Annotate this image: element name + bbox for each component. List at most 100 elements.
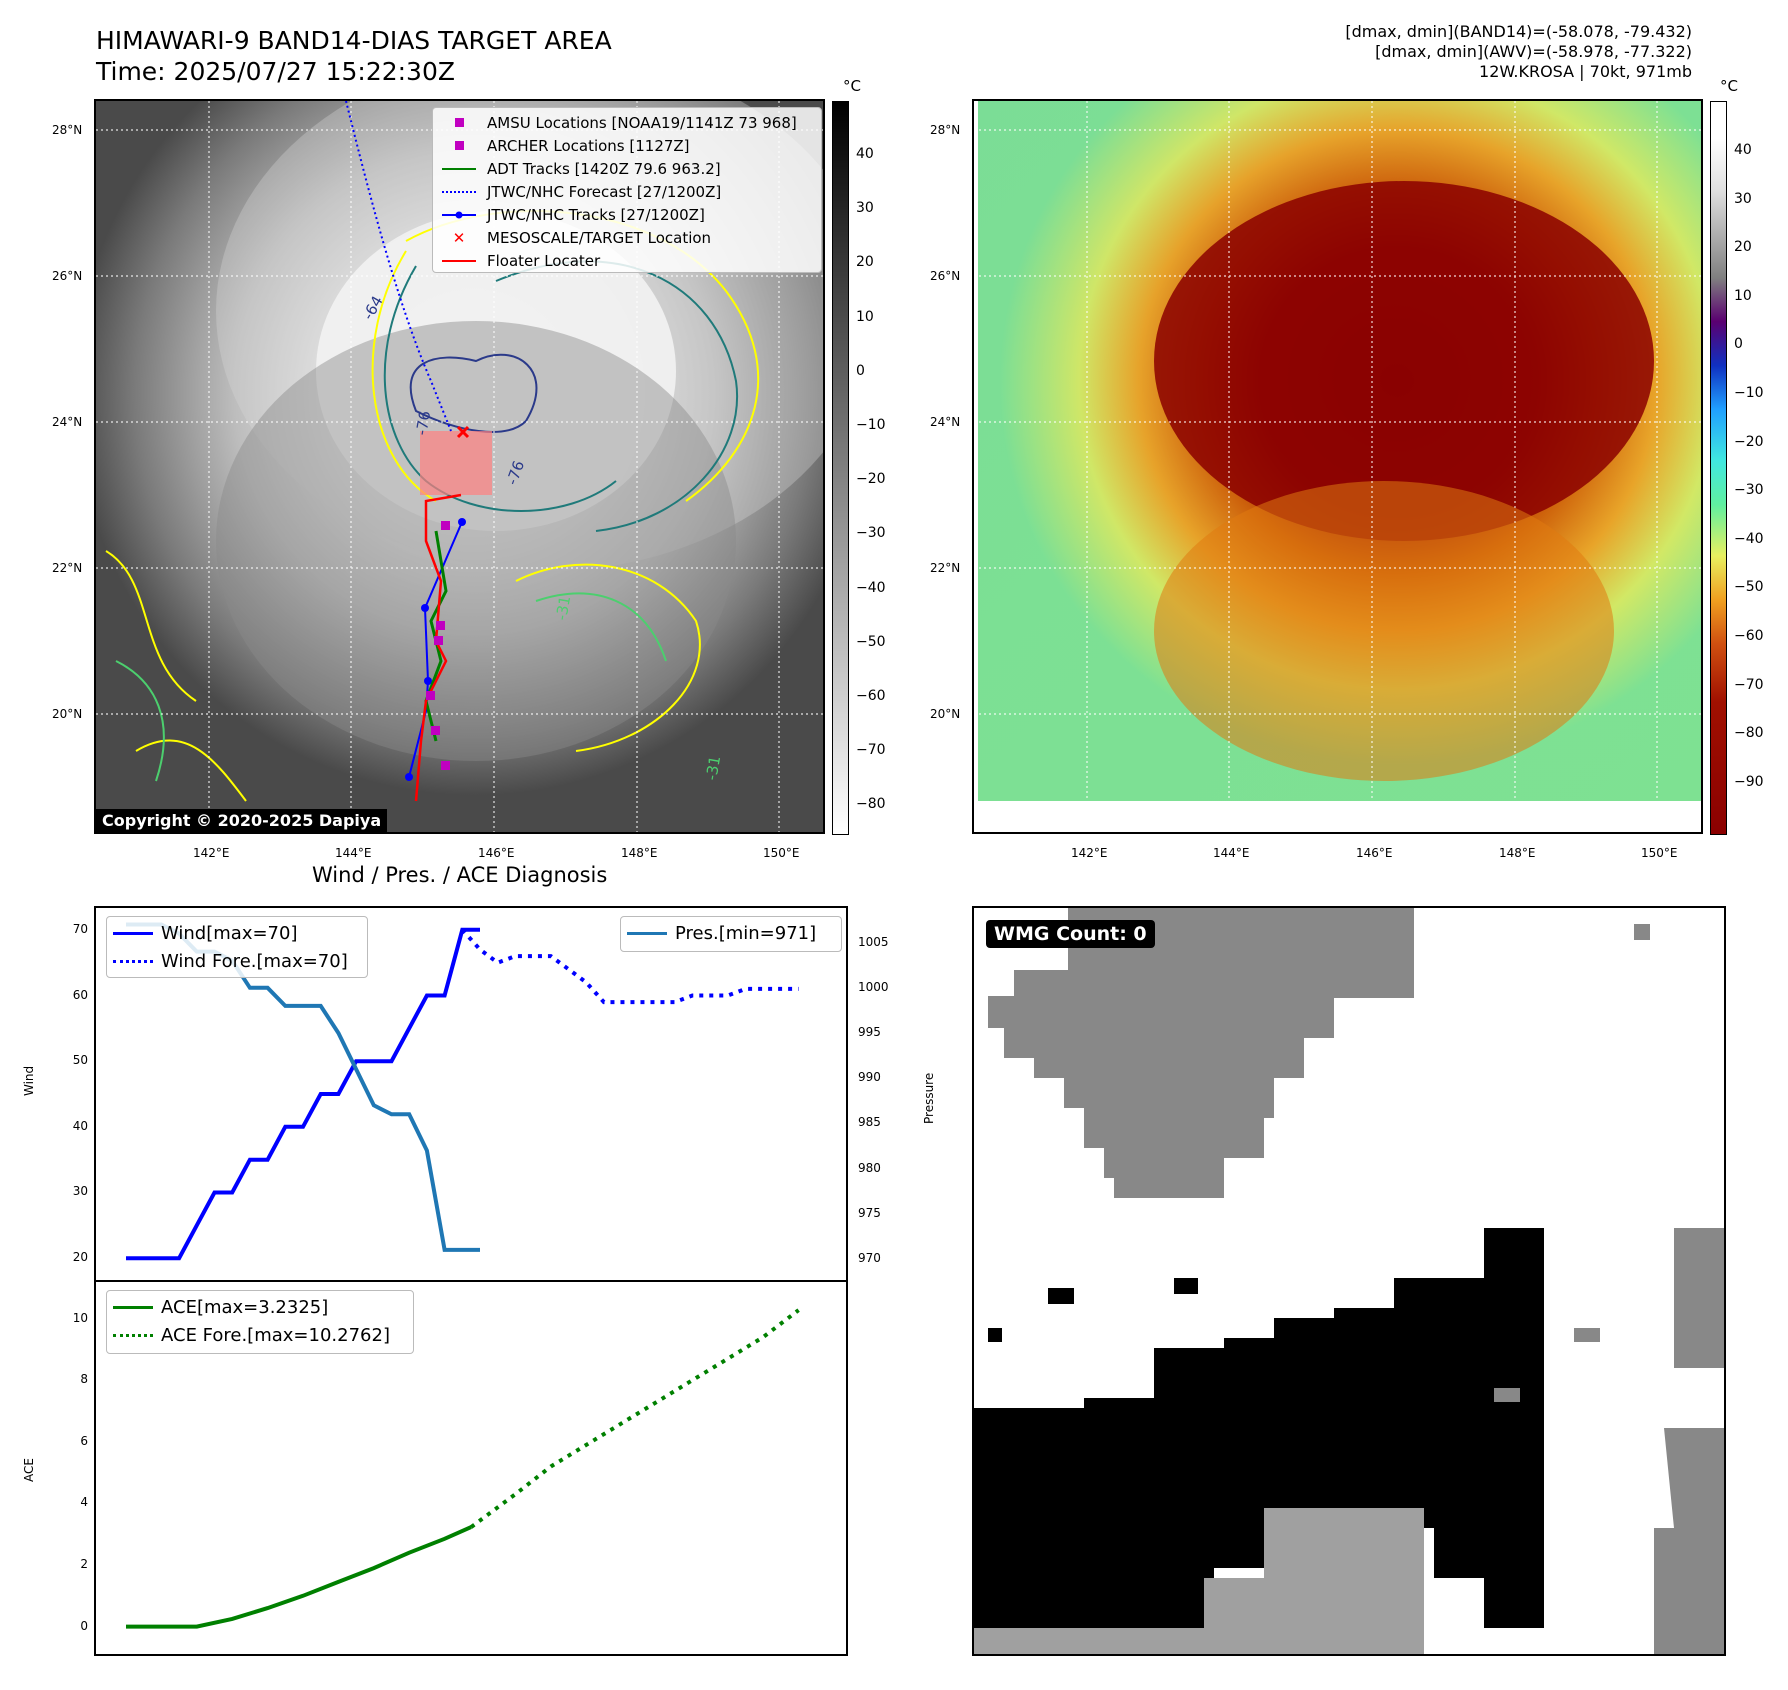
lat-tick-label: 26°N bbox=[52, 269, 83, 283]
enhanced-map-image bbox=[974, 101, 1701, 832]
lat-tick-label: 24°N bbox=[930, 415, 961, 429]
ace-tick-label: 10 bbox=[72, 1310, 88, 1325]
legend-item: JTWC/NHC Tracks [27/1200Z] bbox=[439, 203, 815, 226]
colorbar-tick-label: −10 bbox=[1734, 385, 1764, 401]
colorbar-tick-label: 30 bbox=[856, 200, 874, 217]
legend-item: Pres.[min=971] bbox=[627, 919, 835, 947]
ace-legend: ACE[max=3.2325] ACE Fore.[max=10.2762] bbox=[106, 1290, 414, 1354]
legend-label: Pres.[min=971] bbox=[675, 922, 817, 944]
lon-tick-label: 142°E bbox=[193, 846, 230, 860]
pressure-tick-label: 970 bbox=[858, 1250, 881, 1265]
lat-tick-label: 20°N bbox=[52, 707, 83, 721]
dotted-line-icon bbox=[439, 186, 479, 198]
ir-map-panel: -64 -76 -76 -31 -31 AMSU Locations [NOAA… bbox=[94, 99, 825, 834]
colorbar-tick-label: −90 bbox=[1734, 773, 1764, 790]
pressure-tick-label: 995 bbox=[858, 1024, 881, 1039]
ace-axis-label: ACE bbox=[22, 1458, 36, 1482]
pressure-tick-label: 990 bbox=[858, 1070, 881, 1085]
pressure-tick-label: 1000 bbox=[858, 979, 889, 994]
lat-tick-label: 22°N bbox=[930, 561, 961, 575]
legend-item: ✕ MESOSCALE/TARGET Location bbox=[439, 226, 815, 249]
lat-tick-label: 26°N bbox=[930, 269, 961, 283]
contour-label: -76 bbox=[412, 409, 434, 436]
colorbar-tick-label: −30 bbox=[1734, 482, 1764, 499]
legend-item: Wind Fore.[max=70] bbox=[113, 947, 361, 975]
legend-label: AMSU Locations [NOAA19/1141Z 73 968] bbox=[487, 113, 797, 132]
wmg-mask-image bbox=[974, 908, 1724, 1654]
legend-label: ARCHER Locations [1127Z] bbox=[487, 136, 690, 155]
legend-label: Wind Fore.[max=70] bbox=[161, 950, 348, 972]
contour-label: -31 bbox=[552, 594, 574, 621]
ace-tick-label: 8 bbox=[80, 1372, 88, 1387]
colorbar-tick-label: −10 bbox=[856, 417, 886, 433]
lon-tick-label: 146°E bbox=[478, 846, 515, 860]
pressure-axis-label: Pressure bbox=[922, 1072, 936, 1124]
colorbar-tick-label: 10 bbox=[856, 308, 874, 325]
ir-colorbar bbox=[832, 101, 849, 835]
wind-legend: Wind[max=70] Wind Fore.[max=70] bbox=[106, 916, 368, 978]
colorbar-tick-label: −20 bbox=[856, 471, 886, 488]
colorbar-tick-label: −60 bbox=[856, 688, 886, 704]
colorbar-tick-label: −40 bbox=[856, 579, 886, 596]
wind-line bbox=[126, 927, 480, 1261]
colorbar-tick-label: −50 bbox=[856, 633, 886, 650]
colorbar-tick-label: 20 bbox=[856, 254, 874, 271]
colorbar-tick-label: −30 bbox=[856, 525, 886, 542]
ace-line bbox=[126, 1525, 472, 1629]
lat-tick-label: 24°N bbox=[52, 415, 83, 429]
legend-label: Wind[max=70] bbox=[161, 922, 298, 944]
pressure-legend: Pres.[min=971] bbox=[620, 916, 842, 952]
lat-tick-label: 28°N bbox=[930, 123, 961, 137]
colorbar-unit: °C bbox=[1720, 77, 1738, 95]
pressure-tick-label: 975 bbox=[858, 1205, 881, 1220]
colorbar-tick-label: −70 bbox=[1734, 676, 1764, 693]
legend-label: ADT Tracks [1420Z 79.6 963.2] bbox=[487, 159, 721, 178]
ace-tick-label: 6 bbox=[80, 1433, 88, 1448]
contour-label: -31 bbox=[702, 754, 724, 781]
ace-plot bbox=[126, 1308, 800, 1629]
enhanced-colorbar bbox=[1710, 101, 1727, 835]
line-marker-icon bbox=[439, 163, 479, 175]
figure-title-line2: Time: 2025/07/27 15:22:30Z bbox=[96, 57, 455, 86]
map-legend: AMSU Locations [NOAA19/1141Z 73 968] ARC… bbox=[432, 107, 822, 273]
colorbar-tick-label: 40 bbox=[1734, 142, 1752, 158]
wind-pressure-panel: Wind[max=70] Wind Fore.[max=70] Pres.[mi… bbox=[94, 906, 848, 1282]
colorbar-tick-label: 40 bbox=[856, 146, 874, 162]
wmg-count-badge: WMG Count: 0 bbox=[986, 920, 1155, 948]
square-marker-icon bbox=[439, 140, 479, 152]
legend-item: ACE Fore.[max=10.2762] bbox=[113, 1321, 407, 1349]
lat-tick-label: 28°N bbox=[52, 123, 83, 137]
lon-tick-label: 148°E bbox=[621, 846, 658, 860]
colorbar-tick-label: −70 bbox=[856, 742, 886, 759]
line-marker-icon bbox=[627, 927, 667, 939]
colorbar-tick-label: 30 bbox=[1734, 190, 1752, 207]
pressure-tick-label: 1005 bbox=[858, 934, 889, 949]
legend-label: ACE[max=3.2325] bbox=[161, 1296, 329, 1318]
colorbar-tick-label: −20 bbox=[1734, 433, 1764, 450]
colorbar-tick-label: −80 bbox=[1734, 725, 1764, 742]
stats-band14: [dmax, dmin](BAND14)=(-58.078, -79.432) bbox=[1345, 22, 1692, 41]
dotted-line-icon bbox=[113, 1329, 153, 1341]
diagnosis-title: Wind / Pres. / ACE Diagnosis bbox=[312, 863, 608, 887]
lat-tick-label: 22°N bbox=[52, 561, 83, 575]
colorbar-tick-label: 0 bbox=[856, 362, 865, 379]
line-dot-marker-icon bbox=[439, 209, 479, 221]
lon-tick-label: 150°E bbox=[763, 846, 800, 860]
ace-tick-label: 0 bbox=[80, 1618, 88, 1633]
legend-label: Floater Locater bbox=[487, 251, 601, 270]
colorbar-tick-label: −40 bbox=[1734, 530, 1764, 547]
colorbar-tick-label: 10 bbox=[1734, 287, 1752, 304]
lon-tick-label: 148°E bbox=[1499, 846, 1536, 860]
stats-awv: [dmax, dmin](AWV)=(-58.978, -77.322) bbox=[1375, 42, 1692, 61]
legend-label: JTWC/NHC Tracks [27/1200Z] bbox=[487, 205, 705, 224]
enhanced-map-panel bbox=[972, 99, 1703, 834]
legend-label: MESOSCALE/TARGET Location bbox=[487, 228, 712, 247]
lon-tick-label: 146°E bbox=[1356, 846, 1393, 860]
figure-title-line1: HIMAWARI-9 BAND14-DIAS TARGET AREA bbox=[96, 26, 612, 55]
square-marker-icon bbox=[439, 117, 479, 129]
lon-tick-label: 142°E bbox=[1071, 846, 1108, 860]
legend-label: JTWC/NHC Forecast [27/1200Z] bbox=[487, 182, 722, 201]
line-marker-icon bbox=[439, 255, 479, 267]
storm-info: 12W.KROSA | 70kt, 971mb bbox=[1479, 62, 1692, 81]
legend-item: JTWC/NHC Forecast [27/1200Z] bbox=[439, 180, 815, 203]
